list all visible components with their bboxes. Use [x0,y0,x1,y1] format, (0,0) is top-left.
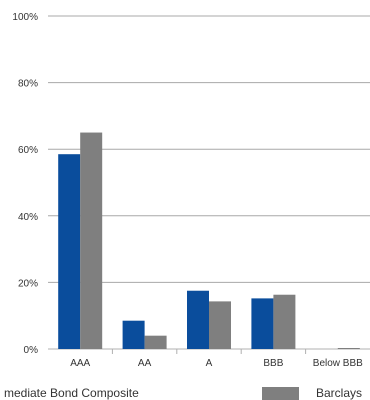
bar-composite [251,298,274,349]
bar-barclays [337,348,360,349]
bars [58,132,360,349]
bar-composite [122,320,145,349]
bar-barclays [80,132,103,349]
y-tick-label: 20% [18,278,38,289]
bar-composite [187,290,209,349]
y-tick-label: 100% [12,12,38,23]
x-axis: AAA AA A BBB Below BBB [70,349,363,369]
bar-composite [58,154,81,349]
y-tick-label: 60% [18,145,38,156]
x-tick-label: AAA [70,358,90,369]
legend-label-barclays: Barclays [316,386,362,400]
x-tick-label: AA [138,358,152,369]
legend: mediate Bond Composite Barclays [4,386,362,400]
y-tick-label: 0% [24,345,39,356]
x-tick-label: Below BBB [313,358,363,369]
y-axis-ticks: 0% 20% 40% 60% 80% 100% [12,12,38,356]
y-tick-label: 40% [18,212,38,223]
x-tick-label: A [206,358,213,369]
bar-barclays [273,294,296,349]
bar-barclays [209,301,231,349]
y-tick-label: 80% [18,79,38,90]
x-tick-label: BBB [263,358,283,369]
legend-label-composite: mediate Bond Composite [4,386,139,400]
legend-swatch-barclays [262,387,299,400]
bar-barclays [144,335,167,349]
